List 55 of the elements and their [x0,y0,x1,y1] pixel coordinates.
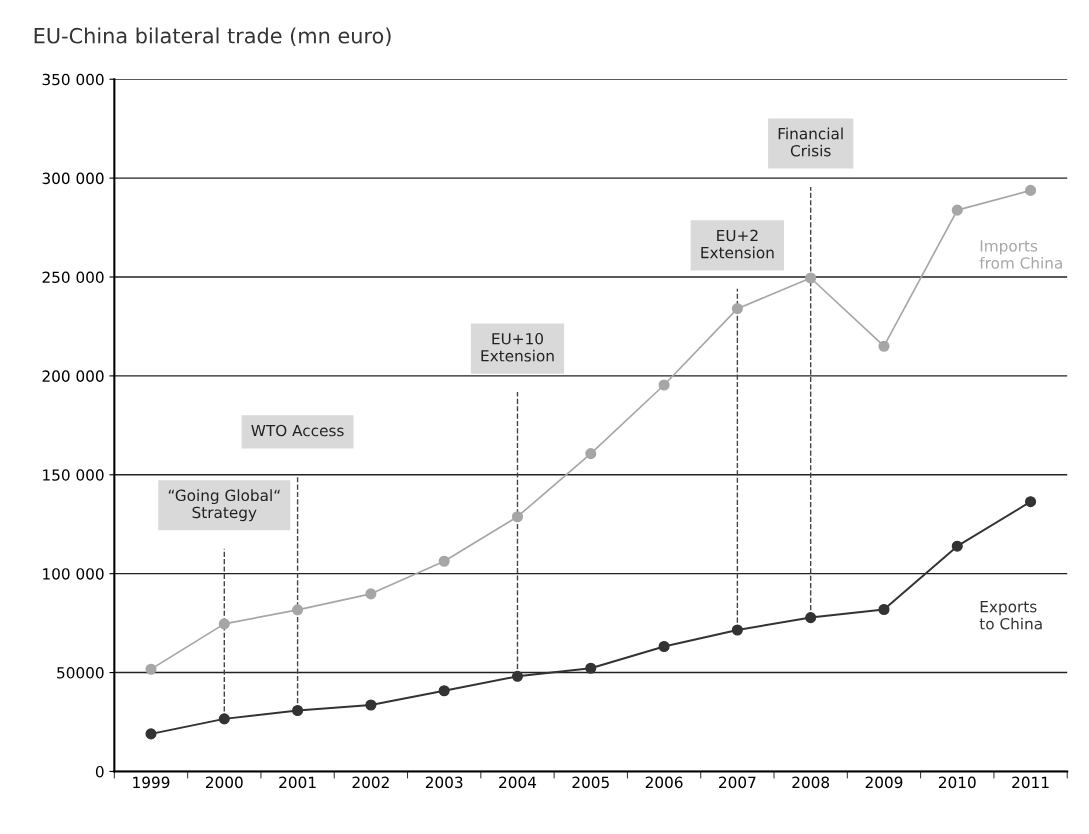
x-tick-label: 2009 [865,776,903,789]
y-tick-label: 200 000 [42,370,104,382]
text: Exports to China [979,601,1042,630]
x-tick-label: 2003 [425,776,463,789]
ref-line-label: EU+2 Extension [701,229,774,259]
x-tick-label: 2004 [499,776,537,789]
y-tick-label: 0 [95,765,104,778]
x-tick-label: 2008 [792,776,830,789]
point [365,588,377,600]
point [658,640,670,653]
point [218,713,230,725]
point [1025,184,1037,196]
point [218,618,230,630]
x-tick-label: 2002 [352,776,389,789]
point [951,540,963,552]
point [365,699,377,711]
point [658,379,670,391]
x-tick-label: 2007 [719,776,756,789]
point [145,663,157,675]
point [805,272,817,284]
point [585,662,597,674]
point [511,511,524,523]
y-tick-label: 50000 [57,667,104,679]
text: Imports from China [979,240,1062,269]
point [585,448,597,460]
point [805,612,817,624]
x-tick-label: 2006 [645,776,683,789]
x-tick-label: 2011 [1012,776,1049,789]
x-tick-label: 2000 [205,776,243,789]
point [731,303,743,315]
point [878,603,890,616]
ref-line-label: Financial Crisis [778,127,843,157]
ref-line-label: “Going Global“ Strategy [168,489,280,522]
y-tick-label: 250 000 [42,271,104,284]
x-tick-label: 2001 [279,776,316,789]
point [438,555,450,567]
y-tick-label: 100 000 [43,568,104,580]
point [951,204,963,216]
y-tick-label: 300 000 [42,172,104,185]
ref-line-label: EU+10 Extension [481,332,554,362]
point [731,624,743,636]
point [1025,496,1037,508]
y-tick-label: 150 000 [43,469,104,481]
x-tick-label: 2005 [572,776,609,789]
point [292,604,304,616]
point [511,670,524,682]
chart-title: EU-China bilateral trade (mn euro) [34,27,391,47]
x-tick-label: 1999 [133,776,170,789]
point [878,340,890,352]
point [438,685,450,697]
ref-line-label: WTO Access [251,424,344,437]
point [145,728,157,740]
point [292,704,304,717]
y-tick-label: 350 000 [42,73,104,86]
x-tick-label: 2010 [938,776,976,789]
